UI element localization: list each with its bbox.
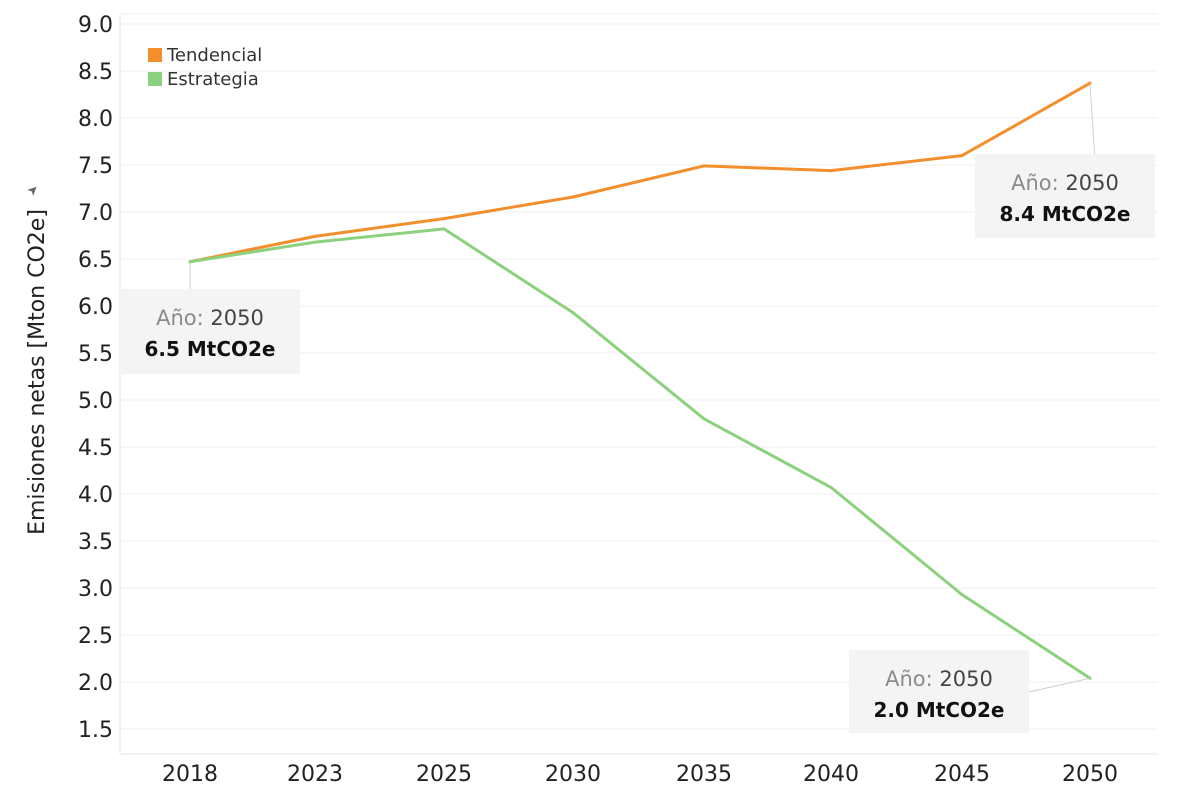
y-tick-label: 9.0 [78,13,113,38]
data-point[interactable] [571,311,575,315]
x-tick-label: 2035 [676,762,732,787]
callout-leader [1089,83,1096,161]
legend-swatch [148,72,162,86]
callout: Año: 2050 6.5 MtCO2e [120,261,300,374]
callout-year: Año: 2050 [156,306,264,330]
callout-year-value: 2050 [939,667,992,691]
callout-year-value: 2050 [1065,171,1118,195]
data-point[interactable] [442,217,446,221]
data-point[interactable] [829,485,833,489]
y-tick-label: 8.5 [78,60,113,85]
y-tick-label: 6.5 [78,248,113,273]
callout-leader [1028,677,1091,693]
series-lines [188,81,1092,680]
y-axis-title: Emisiones netas [Mton CO2e] [25,209,50,535]
x-tick-label: 2018 [162,762,218,787]
y-tick-label: 1.5 [78,718,113,743]
callout-year: Año: 2050 [885,667,993,691]
data-point[interactable] [442,227,446,231]
axes: 1.5 2.0 2.5 3.0 3.5 4.0 4.5 5.0 5.5 6.0 6.5 7.0 7.5 8… [24,13,1158,787]
y-tick-label: 3.0 [78,577,113,602]
callout-box [849,650,1029,733]
callout-box [120,289,300,374]
data-point[interactable] [313,240,317,244]
y-tick-label: 8.0 [78,107,113,132]
callout-year-label: Año: [156,306,210,330]
y-tick-label: 6.0 [78,295,113,320]
callout: Año: 2050 2.0 MtCO2e [849,650,1091,733]
y-tick-label: 4.0 [78,483,113,508]
callout-value: 8.4 MtCO2e [999,202,1130,226]
data-point[interactable] [960,154,964,158]
x-tick-label: 2045 [934,762,990,787]
legend-swatch [148,48,162,62]
data-point[interactable] [702,164,706,168]
x-tick-label: 2023 [287,762,343,787]
callout-value: 6.5 MtCO2e [144,337,275,361]
y-tick-label: 3.5 [78,530,113,555]
series-line-tendencial[interactable] [188,81,1092,264]
callout-box [975,154,1155,238]
data-point[interactable] [571,195,575,199]
legend-label: Tendencial [166,45,262,66]
x-tick-label: 2030 [545,762,601,787]
data-point[interactable] [1088,81,1092,85]
x-tick-label: 2050 [1062,762,1118,787]
y-tick-label: 7.5 [78,154,113,179]
x-tick-label: 2025 [416,762,472,787]
x-tick-label: 2040 [803,762,859,787]
data-point[interactable] [313,234,317,238]
data-point[interactable] [1088,676,1092,680]
series-line-estrategia[interactable] [188,227,1092,680]
legend: Tendencial Estrategia [148,45,262,90]
callout: Año: 2050 8.4 MtCO2e [975,83,1155,238]
y-tick-label: 7.0 [78,201,113,226]
data-point[interactable] [188,260,192,264]
callout-year-value: 2050 [210,306,263,330]
data-point[interactable] [960,593,964,597]
y-tick-label: 2.5 [78,624,113,649]
pin-icon[interactable]: ➤ [24,181,42,199]
callout-value: 2.0 MtCO2e [873,698,1004,722]
legend-label: Estrategia [167,69,259,90]
callout-year-label: Año: [885,667,939,691]
data-point[interactable] [829,169,833,173]
y-tick-label: 2.0 [78,671,113,696]
y-tick-label: 4.5 [78,436,113,461]
callout-year: Año: 2050 [1011,171,1119,195]
y-tick-label: 5.5 [78,342,113,367]
callout-year-label: Año: [1011,171,1065,195]
data-point[interactable] [702,417,706,421]
y-tick-label: 5.0 [78,389,113,414]
grid [120,23,1158,730]
